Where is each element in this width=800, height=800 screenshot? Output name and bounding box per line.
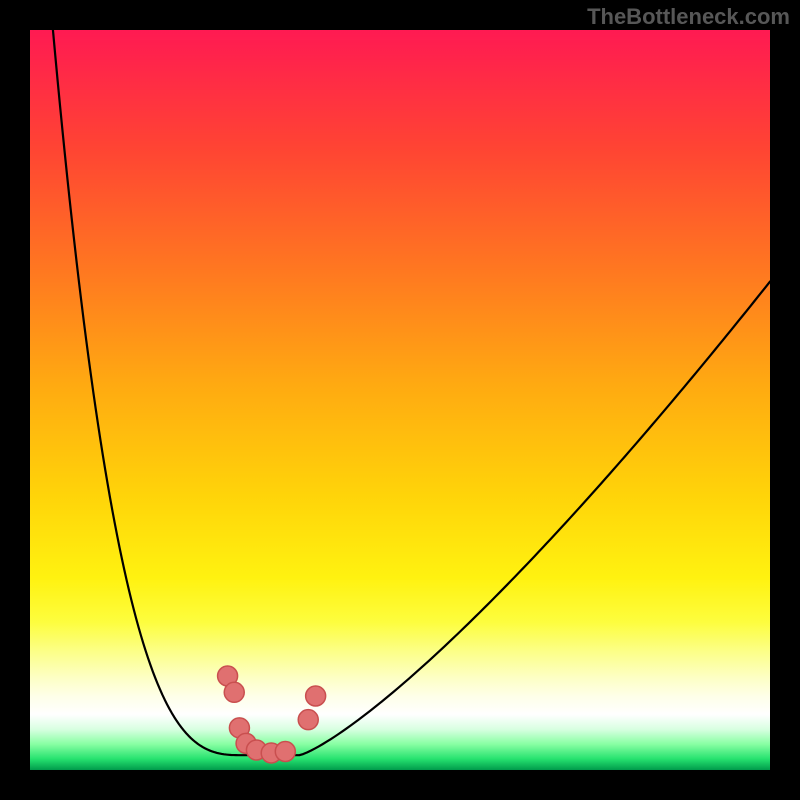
curve-marker (298, 710, 318, 730)
curve-marker (306, 686, 326, 706)
curve-marker (224, 682, 244, 702)
watermark-label: TheBottleneck.com (587, 4, 790, 30)
curve-marker (275, 742, 295, 762)
bottleneck-chart (0, 0, 800, 800)
plot-background (30, 30, 770, 770)
